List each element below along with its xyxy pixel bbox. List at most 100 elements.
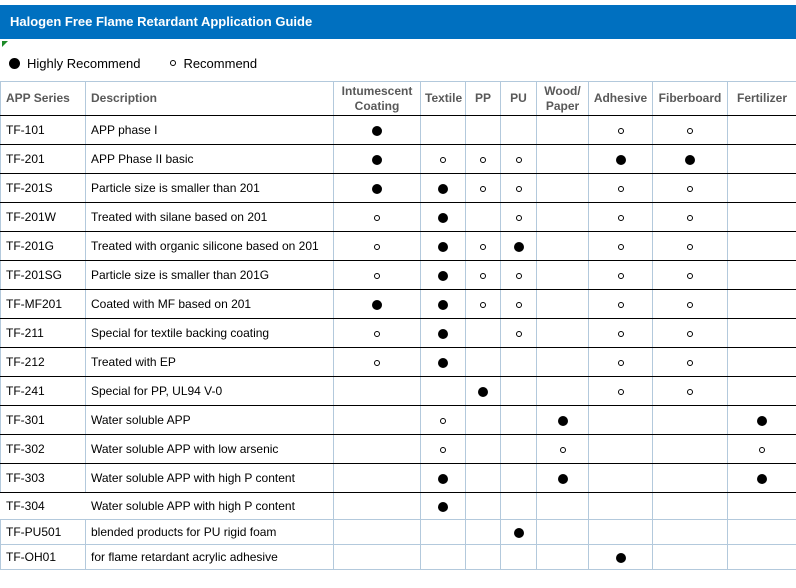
mark-cell-intumescent-coating [333, 463, 421, 493]
mark-cell-pu [500, 405, 537, 435]
mark-cell-fertilizer [727, 347, 796, 377]
mark-cell-pu [500, 289, 537, 319]
table-row: TF-PU501 blended products for PU rigid fo… [0, 519, 796, 545]
recommend-icon [480, 301, 486, 308]
mark-cell-fiberboard [652, 231, 728, 261]
mark-cell-textile [420, 405, 466, 435]
highly-recommend-icon [513, 241, 524, 252]
mark-cell-textile [420, 544, 466, 570]
series-cell: TF-101 [0, 115, 86, 145]
highly-recommend-icon [438, 212, 448, 223]
mark-cell-textile [420, 115, 466, 145]
mark-cell-pu [500, 544, 537, 570]
recommend-icon [617, 272, 624, 279]
mark-cell-fertilizer [727, 434, 796, 464]
recommend-icon [515, 214, 522, 221]
mark-cell-intumescent-coating [333, 260, 421, 290]
series-cell: TF-303 [0, 463, 86, 493]
mark-cell-fiberboard [652, 289, 728, 319]
description-cell: APP Phase II basic [85, 144, 334, 174]
mark-cell-intumescent-coating [333, 519, 421, 545]
recommend-icon [374, 243, 380, 250]
recommend-icon [759, 446, 765, 453]
highly-recommend-icon [9, 57, 20, 69]
mark-cell-fertilizer [727, 544, 796, 570]
table-row: TF-MF201 Coated with MF based on 201 [0, 289, 796, 319]
mark-cell-fertilizer [727, 231, 796, 261]
mark-cell-wood-paper [536, 347, 589, 377]
mark-cell-adhesive [588, 231, 653, 261]
recommend-label: Recommend [183, 55, 258, 71]
series-cell: TF-304 [0, 492, 86, 520]
recommend-icon [687, 127, 693, 134]
recommend-icon [480, 243, 486, 250]
mark-cell-fiberboard [652, 347, 728, 377]
recommend-icon [687, 272, 693, 279]
mark-cell-wood-paper [536, 519, 589, 545]
series-cell: TF-211 [0, 318, 86, 348]
highly-recommend-icon [685, 154, 695, 165]
mark-cell-pp [465, 405, 501, 435]
series-cell: TF-302 [0, 434, 86, 464]
recommend-icon [170, 60, 177, 66]
highly-recommend-icon [438, 473, 448, 484]
recommend-icon [515, 330, 522, 337]
mark-cell-intumescent-coating [333, 173, 421, 203]
description-cell: Particle size is smaller than 201G [85, 260, 334, 290]
recommend-icon [617, 243, 624, 250]
description-cell: Special for PP, UL94 V-0 [85, 376, 334, 406]
mark-cell-pu [500, 173, 537, 203]
series-cell: TF-201SG [0, 260, 86, 290]
mark-cell-pp [465, 260, 501, 290]
mark-cell-pp [465, 289, 501, 319]
mark-cell-pp [465, 519, 501, 545]
recommend-icon [687, 301, 693, 308]
highly-recommend-icon [478, 386, 488, 397]
mark-cell-adhesive [588, 376, 653, 406]
mark-cell-pu [500, 519, 537, 545]
mark-cell-adhesive [588, 260, 653, 290]
description-cell: Treated with silane based on 201 [85, 202, 334, 232]
mark-cell-wood-paper [536, 115, 589, 145]
mark-cell-textile [420, 144, 466, 174]
mark-cell-pp [465, 173, 501, 203]
mark-cell-adhesive [588, 347, 653, 377]
highly-recommend-icon [372, 299, 382, 310]
mark-cell-textile [420, 463, 466, 493]
application-guide-table: APP Series Description Intumescent Coating… [0, 81, 796, 570]
mark-cell-adhesive [588, 544, 653, 570]
mark-cell-intumescent-coating [333, 115, 421, 145]
mark-cell-intumescent-coating [333, 544, 421, 570]
description-cell: Coated with MF based on 201 [85, 289, 334, 319]
mark-cell-wood-paper [536, 492, 589, 520]
recommend-icon [617, 301, 624, 308]
recommend-icon [374, 272, 380, 279]
series-cell: TF-201S [0, 173, 86, 203]
column-header-fiberboard: Fiberboard [652, 81, 728, 116]
highly-recommend-icon [438, 241, 448, 252]
mark-cell-intumescent-coating [333, 347, 421, 377]
mark-cell-intumescent-coating [333, 289, 421, 319]
mark-cell-intumescent-coating [333, 144, 421, 174]
highly-recommend-icon [438, 183, 448, 194]
page-title: Halogen Free Flame Retardant Application… [0, 5, 796, 39]
mark-cell-pu [500, 144, 537, 174]
column-header-pp: PP [465, 81, 501, 116]
table-row: TF-201G Treated with organic silicone bas… [0, 231, 796, 261]
mark-cell-adhesive [588, 144, 653, 174]
recommend-icon [480, 185, 486, 192]
mark-cell-pu [500, 376, 537, 406]
mark-cell-textile [420, 318, 466, 348]
highly-recommend-icon [438, 328, 448, 339]
recommend-icon [687, 330, 693, 337]
highly-recommend-icon [615, 154, 626, 165]
mark-cell-fiberboard [652, 260, 728, 290]
mark-cell-pu [500, 492, 537, 520]
table-row: TF-101 APP phase I [0, 115, 796, 145]
mark-cell-fiberboard [652, 492, 728, 520]
mark-cell-wood-paper [536, 463, 589, 493]
series-cell: TF-201 [0, 144, 86, 174]
mark-cell-pp [465, 434, 501, 464]
mark-cell-adhesive [588, 492, 653, 520]
mark-cell-textile [420, 347, 466, 377]
